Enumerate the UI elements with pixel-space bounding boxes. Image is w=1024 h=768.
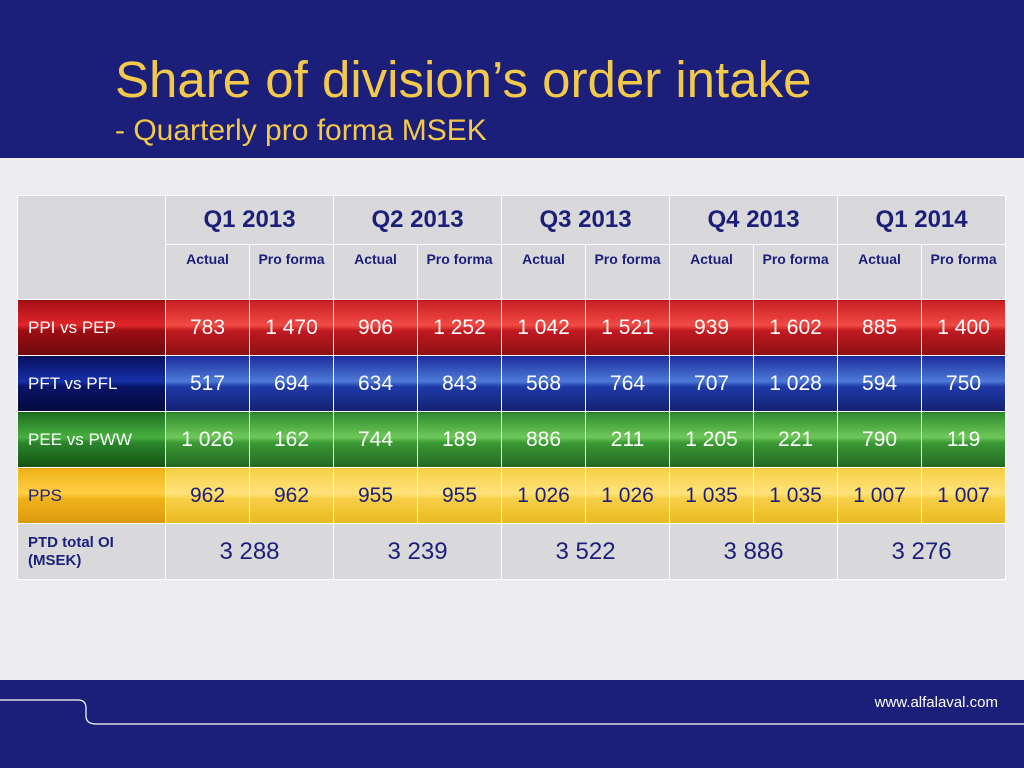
actual-header: Actual — [165, 244, 250, 300]
footer-band: www.alfalaval.com — [0, 680, 1024, 768]
table-cell: 1 035 — [669, 467, 755, 524]
pro-forma-header: Pro forma — [921, 244, 1007, 300]
table-row-pft: PFT vs PFL 517 694 634 843 568 764 707 1… — [17, 355, 1007, 412]
table-cell: 634 — [333, 355, 419, 412]
table-row-pee: PEE vs PWW 1 026 162 744 189 886 211 1 2… — [17, 411, 1007, 468]
actual-header: Actual — [669, 244, 755, 300]
pro-forma-header: Pro forma — [585, 244, 671, 300]
table-cell: 939 — [669, 299, 755, 356]
slide-title: Share of division’s order intake — [115, 51, 812, 108]
quarter-header: Q1 2013 — [164, 195, 335, 245]
table-cell: 962 — [248, 467, 335, 524]
subheader-row: Actual Pro forma Actual Pro forma Actual… — [18, 244, 1007, 300]
pro-forma-header: Pro forma — [753, 244, 839, 300]
table-cell: 1 007 — [837, 467, 923, 524]
table-cell: 1 026 — [165, 411, 250, 468]
table-cell: 843 — [417, 355, 503, 412]
pro-forma-header: Pro forma — [417, 244, 503, 300]
table-cell: 744 — [333, 411, 419, 468]
footer-curve-line — [0, 699, 1024, 725]
quarter-header: Q1 2014 — [837, 195, 1007, 245]
table-cell: 886 — [501, 411, 587, 468]
table-cell: 1 205 — [669, 411, 755, 468]
table-row-pps: PPS 962 962 955 955 1 026 1 026 1 035 1 … — [17, 467, 1007, 524]
table-cell: 1 007 — [921, 467, 1007, 524]
table-cell: 1 026 — [501, 467, 587, 524]
table-cell: 1 042 — [501, 299, 587, 356]
table-cell: 783 — [165, 299, 250, 356]
row-label: PFT vs PFL — [17, 355, 166, 412]
table-cell: 764 — [585, 355, 671, 412]
total-cell: 3 522 — [501, 523, 671, 580]
order-intake-table-wrap: Q1 2013 Q2 2013 Q3 2013 Q4 2013 Q1 2014 … — [17, 195, 1007, 580]
total-row-label: PTD total OI (MSEK) — [17, 523, 166, 580]
table-cell: 211 — [585, 411, 671, 468]
table-cell: 568 — [501, 355, 587, 412]
table-cell: 221 — [753, 411, 839, 468]
footer-url[interactable]: www.alfalaval.com — [874, 694, 998, 711]
actual-header: Actual — [837, 244, 923, 300]
table-cell: 1 026 — [585, 467, 671, 524]
table-cell: 962 — [165, 467, 250, 524]
table-cell: 1 035 — [753, 467, 839, 524]
total-cell: 3 276 — [837, 523, 1007, 580]
table-cell: 790 — [837, 411, 923, 468]
table-cell: 189 — [417, 411, 503, 468]
table-cell: 1 252 — [417, 299, 503, 356]
table-cell: 707 — [669, 355, 755, 412]
table-row-total: PTD total OI (MSEK) 3 288 3 239 3 522 3 … — [17, 523, 1007, 580]
table-cell: 955 — [333, 467, 419, 524]
table-cell: 119 — [921, 411, 1007, 468]
table-cell: 1 470 — [248, 299, 335, 356]
row-label: PEE vs PWW — [17, 411, 166, 468]
slide-subtitle: - Quarterly pro forma MSEK — [115, 114, 487, 147]
quarter-header: Q2 2013 — [333, 195, 503, 245]
pro-forma-header: Pro forma — [248, 244, 335, 300]
order-intake-table: Q1 2013 Q2 2013 Q3 2013 Q4 2013 Q1 2014 … — [17, 195, 1007, 580]
table-cell: 694 — [248, 355, 335, 412]
quarter-header-row: Q1 2013 Q2 2013 Q3 2013 Q4 2013 Q1 2014 — [17, 195, 1007, 300]
corner-cell — [17, 195, 166, 300]
table-cell: 1 602 — [753, 299, 839, 356]
quarter-header: Q4 2013 — [669, 195, 839, 245]
table-cell: 750 — [921, 355, 1007, 412]
table-cell: 906 — [333, 299, 419, 356]
table-cell: 594 — [837, 355, 923, 412]
table-cell: 1 400 — [921, 299, 1007, 356]
total-cell: 3 239 — [333, 523, 503, 580]
table-cell: 1 028 — [753, 355, 839, 412]
total-cell: 3 886 — [669, 523, 839, 580]
table-cell: 162 — [248, 411, 335, 468]
quarter-header: Q3 2013 — [501, 195, 671, 245]
row-label: PPI vs PEP — [17, 299, 166, 356]
row-label: PPS — [17, 467, 166, 524]
actual-header: Actual — [501, 244, 587, 300]
total-cell: 3 288 — [164, 523, 335, 580]
table-cell: 517 — [165, 355, 250, 412]
table-cell: 955 — [417, 467, 503, 524]
actual-header: Actual — [333, 244, 419, 300]
table-cell: 1 521 — [585, 299, 671, 356]
header-band: Share of division’s order intake - Quart… — [0, 0, 1024, 158]
table-row-ppi: PPI vs PEP 783 1 470 906 1 252 1 042 1 5… — [17, 299, 1007, 356]
table-cell: 885 — [837, 299, 923, 356]
